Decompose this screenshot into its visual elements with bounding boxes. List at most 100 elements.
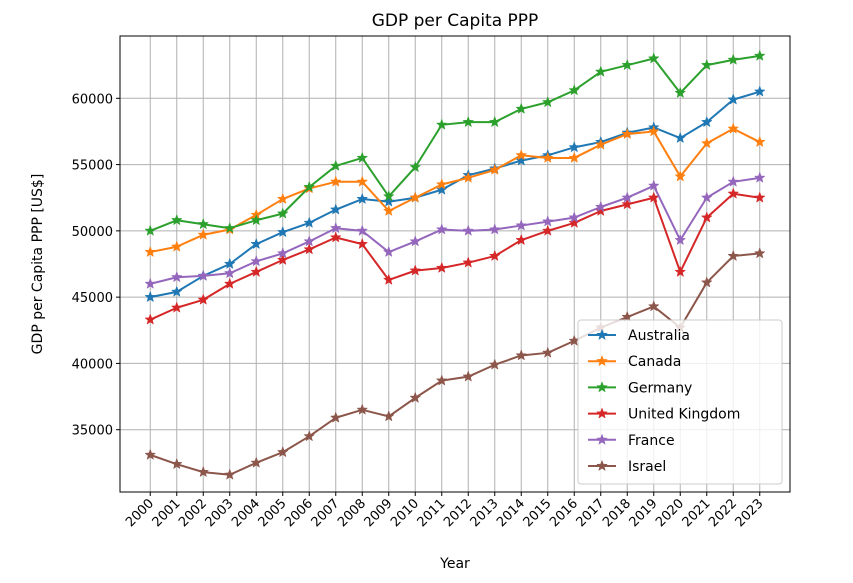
- data-point: [753, 49, 766, 61]
- series-line: [150, 90, 761, 299]
- x-tick-label: 2019: [627, 496, 661, 530]
- data-point: [568, 84, 581, 96]
- data-point: [170, 214, 183, 226]
- data-point: [515, 219, 528, 231]
- data-point: [382, 273, 395, 285]
- data-point: [462, 256, 475, 268]
- data-point: [700, 137, 713, 149]
- data-point: [144, 313, 157, 325]
- x-axis-title: Year: [439, 556, 470, 572]
- data-point: [647, 300, 660, 312]
- data-point: [250, 214, 263, 226]
- data-point: [515, 102, 528, 114]
- x-tick-label: 2017: [574, 496, 608, 530]
- data-point: [329, 175, 342, 187]
- data-point: [197, 228, 210, 240]
- data-point: [515, 154, 528, 166]
- data-point: [700, 211, 713, 223]
- data-point: [223, 267, 236, 279]
- data-point: [197, 293, 210, 305]
- data-point: [409, 191, 422, 203]
- x-tick-label: 2015: [521, 496, 555, 530]
- data-point: [409, 264, 422, 276]
- legend-item: United Kingdom: [588, 407, 740, 423]
- x-tick-label: 2010: [388, 496, 422, 530]
- series: [144, 187, 766, 325]
- x-tick-label: 2022: [706, 496, 740, 530]
- data-point: [568, 216, 581, 228]
- data-point: [727, 249, 740, 262]
- data-point: [250, 265, 263, 277]
- chart-title: GDP per Capita PPP: [372, 11, 539, 31]
- data-point: [727, 122, 740, 134]
- series-line: [150, 176, 760, 285]
- data-point: [250, 255, 263, 267]
- data-point: [303, 180, 316, 193]
- data-point: [329, 231, 342, 243]
- data-point: [541, 96, 554, 108]
- data-point: [700, 58, 713, 71]
- data-point: [250, 456, 263, 468]
- data-point: [356, 192, 369, 205]
- data-point: [303, 430, 316, 442]
- data-point: [356, 403, 369, 415]
- data-point: [303, 243, 316, 255]
- data-point: [541, 151, 554, 163]
- data-point: [594, 138, 607, 150]
- data-point: [541, 346, 554, 358]
- data-point: [435, 374, 448, 386]
- series: [144, 85, 766, 303]
- data-point: [303, 216, 316, 228]
- legend-label: Canada: [628, 354, 681, 370]
- data-point: [276, 253, 289, 266]
- data-point: [170, 240, 183, 252]
- legend-item: Australia: [588, 328, 690, 344]
- data-point: [621, 191, 634, 203]
- series-line: [149, 54, 760, 232]
- data-point: [435, 178, 448, 190]
- data-point: [197, 269, 210, 281]
- data-point: [621, 310, 634, 323]
- data-point: [753, 85, 766, 97]
- data-point: [674, 233, 687, 246]
- series: [144, 49, 766, 236]
- x-tick-label: 2003: [203, 496, 237, 530]
- data-point: [568, 141, 581, 153]
- y-axis-title: GDP per Capita PPP [US$]: [30, 174, 46, 355]
- data-point: [488, 358, 501, 370]
- data-point: [674, 170, 687, 182]
- data-point: [382, 204, 395, 217]
- x-tick-label: 2009: [362, 496, 396, 530]
- x-tick-label: 2005: [256, 496, 290, 530]
- series-lines: [144, 49, 766, 480]
- data-point: [727, 53, 740, 65]
- x-tick-label: 2011: [415, 496, 449, 530]
- x-tick-label: 2008: [335, 496, 369, 530]
- data-point: [541, 224, 554, 236]
- data-point: [488, 223, 501, 235]
- y-tick-label: 45000: [72, 291, 113, 306]
- data-point: [276, 446, 289, 458]
- data-point: [223, 257, 236, 270]
- data-point: [594, 65, 607, 77]
- data-point: [276, 207, 289, 219]
- data-point: [674, 131, 687, 144]
- data-point: [515, 149, 528, 161]
- legend-swatch-marker: [596, 354, 608, 367]
- data-point: [356, 175, 369, 187]
- data-point: [144, 448, 157, 460]
- data-point: [621, 58, 634, 71]
- data-point: [727, 187, 740, 199]
- x-tick-label: 2012: [441, 496, 475, 530]
- y-tick-label: 35000: [72, 424, 113, 439]
- data-point: [541, 215, 554, 227]
- legend: Australia Canada Germany United Kingdom Fran…: [577, 319, 783, 485]
- legend-swatch-marker: [596, 381, 608, 393]
- data-point: [753, 247, 766, 259]
- y-tick-label: 60000: [72, 92, 113, 107]
- data-point: [303, 235, 316, 247]
- data-point: [223, 221, 236, 234]
- data-point: [674, 86, 687, 99]
- legend-item: France: [588, 433, 675, 449]
